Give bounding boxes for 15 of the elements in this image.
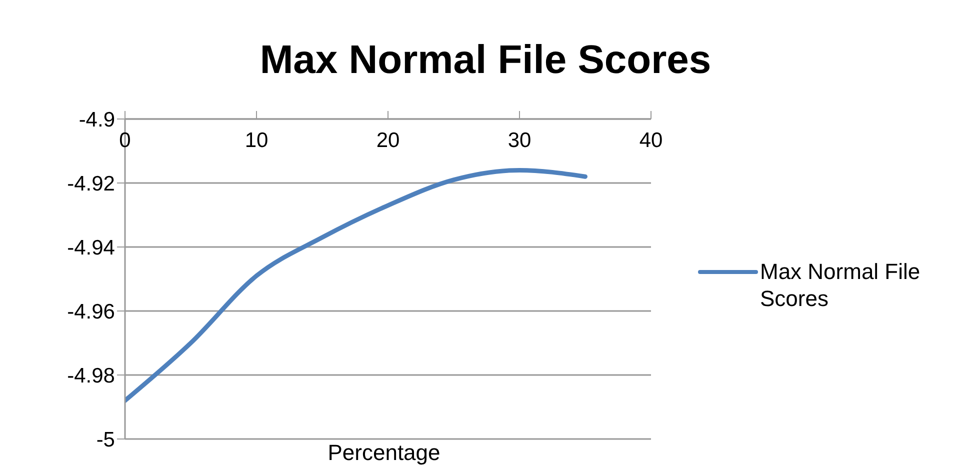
x-tick-label: 10: [244, 129, 268, 152]
chart-title: Max Normal File Scores: [258, 38, 712, 83]
y-tick-label: -4.98: [67, 364, 115, 388]
x-tick-label: 0: [119, 129, 131, 152]
x-tick-label: 20: [376, 129, 400, 152]
x-tick-label: 30: [508, 129, 532, 152]
y-tick-label: -4.96: [67, 300, 115, 324]
line-series: [125, 168, 588, 403]
y-tick-label: -4.92: [67, 172, 115, 196]
x-tick-label: 40: [639, 129, 663, 152]
y-tick-label: -4.94: [67, 236, 116, 260]
y-tick-label: -4.9: [78, 108, 115, 132]
y-tick-label: -5: [96, 428, 115, 452]
legend-label: Max Normal File Scores: [760, 258, 922, 312]
x-axis-title: Percentage: [326, 440, 442, 466]
